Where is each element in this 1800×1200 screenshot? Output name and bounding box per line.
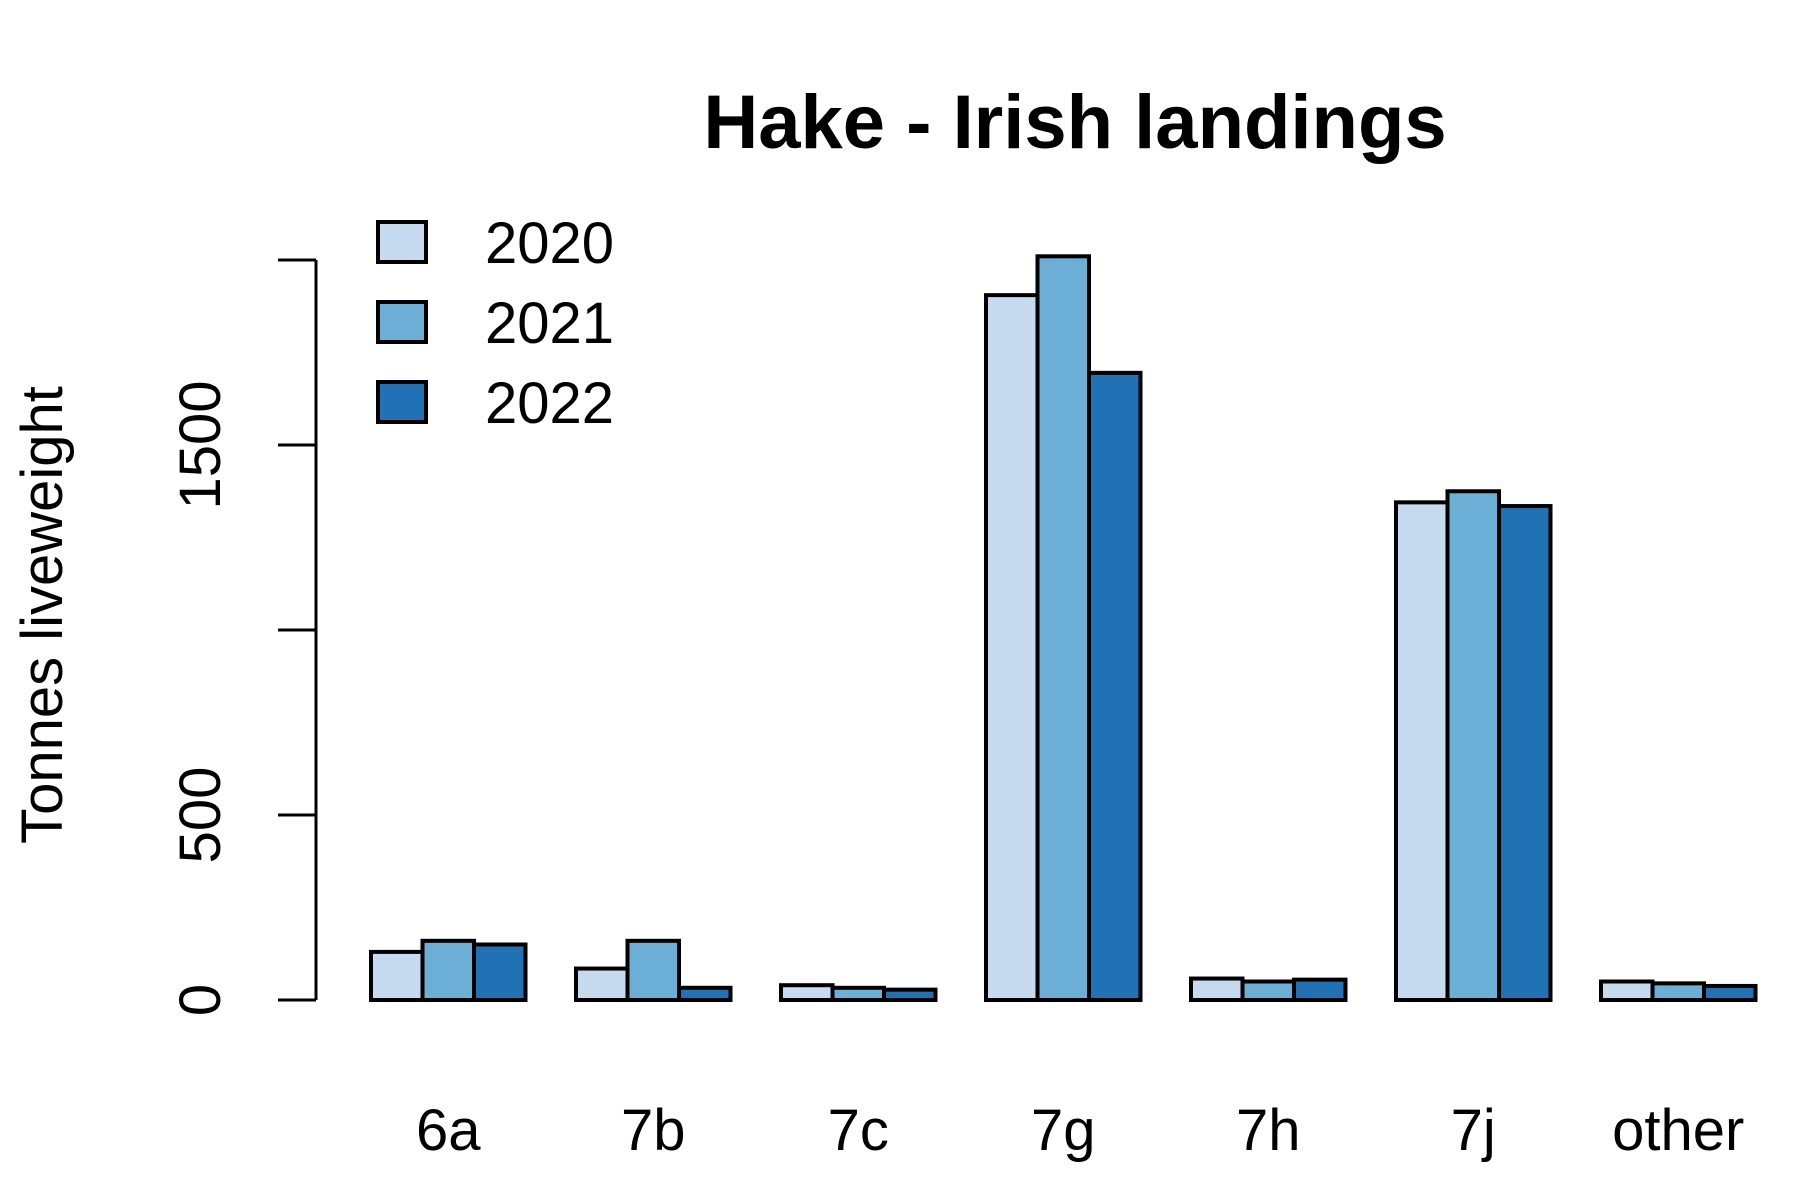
- legend: 2020 2021 2022: [376, 211, 614, 436]
- legend-swatch: [376, 220, 428, 264]
- bar-7j-2021: [1445, 489, 1501, 1002]
- legend-swatch: [376, 380, 428, 424]
- y-tick-label: 0: [168, 984, 233, 1016]
- x-tick-label: 7b: [621, 1098, 686, 1163]
- bar-7h-2020: [1189, 976, 1245, 1002]
- bar-7c-2021: [830, 985, 886, 1002]
- bar-7h-2022: [1292, 977, 1348, 1003]
- bar-6a-2020: [369, 949, 425, 1003]
- bar-7h-2021: [1240, 979, 1296, 1002]
- x-tick-label: 7c: [828, 1098, 889, 1163]
- legend-label: 2020: [485, 211, 614, 276]
- bar-other-2022: [1702, 983, 1758, 1003]
- x-tick-label: 7g: [1031, 1098, 1096, 1163]
- y-tick-label: 1500: [168, 380, 233, 509]
- bar-6a-2022: [472, 942, 528, 1002]
- x-tick-label: 7h: [1236, 1098, 1301, 1163]
- x-tick-label: other: [1612, 1098, 1744, 1163]
- legend-label: 2021: [485, 291, 614, 356]
- bars-group: [369, 254, 1758, 1003]
- x-axis-labels: 6a 7b 7c 7g 7h 7j other: [416, 1098, 1744, 1163]
- legend-label: 2022: [485, 371, 614, 436]
- bar-7b-2020: [574, 966, 630, 1002]
- y-axis: 0 500 1500: [168, 258, 318, 1016]
- bar-7j-2020: [1394, 500, 1450, 1002]
- bar-7b-2022: [677, 985, 733, 1002]
- bar-6a-2021: [420, 938, 476, 1002]
- bar-7b-2021: [625, 938, 681, 1002]
- legend-swatch: [376, 300, 428, 344]
- y-axis-label: Tonnes liveweight: [10, 386, 75, 844]
- bar-7g-2022: [1087, 370, 1143, 1003]
- bar-7j-2022: [1497, 504, 1553, 1002]
- bar-7g-2020: [984, 293, 1040, 1002]
- x-tick-label: 6a: [416, 1098, 481, 1163]
- chart-title: Hake - Irish landings: [703, 80, 1446, 165]
- bar-other-2021: [1650, 981, 1706, 1002]
- y-tick-label: 500: [168, 767, 233, 864]
- x-tick-label: 7j: [1451, 1098, 1496, 1163]
- bar-other-2020: [1599, 979, 1655, 1002]
- bar-7g-2021: [1035, 254, 1091, 1002]
- bar-7c-2020: [779, 983, 835, 1003]
- bar-7c-2022: [882, 987, 938, 1003]
